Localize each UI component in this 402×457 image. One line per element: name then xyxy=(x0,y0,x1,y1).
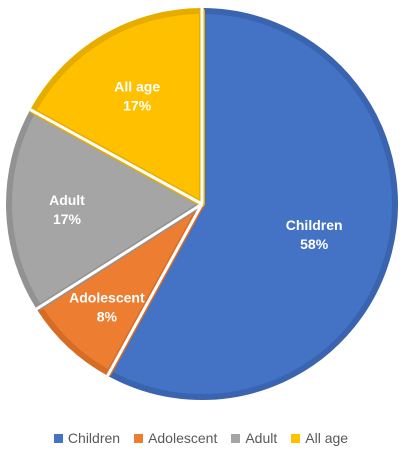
slice-separator-all-age xyxy=(29,108,203,206)
data-label-adolescent: Adolescent 8% xyxy=(69,289,145,324)
pie-slice-all-age xyxy=(29,8,205,207)
legend-label-adult: Adult xyxy=(245,430,278,446)
data-label-value-children: 58% xyxy=(300,236,329,252)
data-label-adult: Adult 17% xyxy=(49,192,85,227)
data-label-children: Children 58% xyxy=(286,217,343,252)
slice-separator-adolescent xyxy=(106,203,204,377)
pie-chart: Children 58% Adolescent 8% Adult 17% All age 17… xyxy=(6,8,398,400)
legend-swatch-all-age xyxy=(291,433,301,443)
legend-item-all-age: All age xyxy=(291,430,348,446)
legend-item-adolescent: Adolescent xyxy=(134,430,217,446)
legend-item-children: Children xyxy=(53,430,121,446)
legend: Children Adolescent Adult All age xyxy=(0,430,402,446)
data-label-value-adolescent: 8% xyxy=(97,308,118,324)
data-label-name-children: Children xyxy=(286,217,343,233)
data-label-name-adolescent: Adolescent xyxy=(69,289,145,305)
data-label-value-adult: 17% xyxy=(53,211,82,227)
legend-label-all-age: All age xyxy=(305,430,349,446)
legend-label-adolescent: Adolescent xyxy=(148,430,218,446)
pie-slice-children xyxy=(106,8,398,400)
legend-swatch-adolescent xyxy=(134,433,144,443)
data-label-value-all-age: 17% xyxy=(123,97,152,113)
data-label-name-adult: Adult xyxy=(49,192,85,208)
legend-swatch-adult xyxy=(231,433,241,443)
legend-label-children: Children xyxy=(67,430,121,446)
data-label-all-age: All age 17% xyxy=(114,78,160,113)
legend-swatch-children xyxy=(53,433,63,443)
legend-item-adult: Adult xyxy=(231,430,277,446)
slice-separator-adult xyxy=(35,202,203,311)
data-label-name-all-age: All age xyxy=(114,78,160,94)
pie-slice-adult xyxy=(6,108,205,311)
